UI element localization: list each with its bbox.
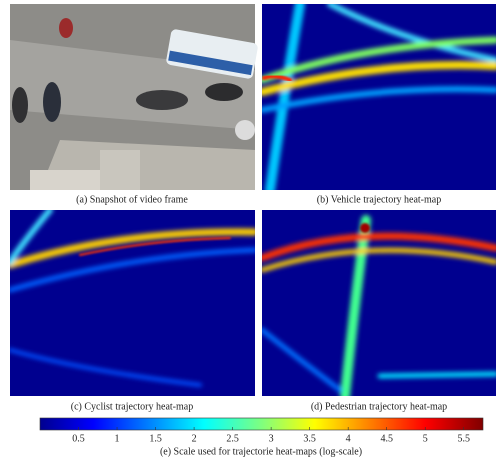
colorbar-tick-label: 0.5 [72,433,85,444]
panel-caption: (b) Vehicle trajectory heat-map [317,194,441,205]
colorbar-tick-label: 3.5 [303,433,316,444]
vehicle-heatmap [262,4,496,190]
pedestrian-heatmap [262,210,496,396]
colorbar-caption: (e) Scale used for trajectorie heat-maps… [160,446,362,457]
colorbar-tick-label: 5 [423,433,428,444]
colorbar-tick-label: 1 [115,433,120,444]
colorbar-tick-label: 5.5 [457,433,470,444]
colorbar-tick-label: 4.5 [380,433,393,444]
colorbar [40,418,483,430]
colorbar-tick-label: 2 [192,433,197,444]
cyclist-heatmap [10,210,255,396]
colorbar-tick-label: 1.5 [149,433,162,444]
video-frame [10,4,258,190]
colorbar-tick-label: 4 [346,433,351,444]
panel-caption: (d) Pedestrian trajectory heat-map [311,401,447,412]
panel-caption: (a) Snapshot of video frame [76,194,188,205]
colorbar-tick-label: 3 [269,433,274,444]
panel-caption: (c) Cyclist trajectory heat-map [71,401,193,412]
figure: (a) Snapshot of video frame (b) Vehicle … [0,0,501,458]
colorbar-tick-label: 2.5 [226,433,239,444]
